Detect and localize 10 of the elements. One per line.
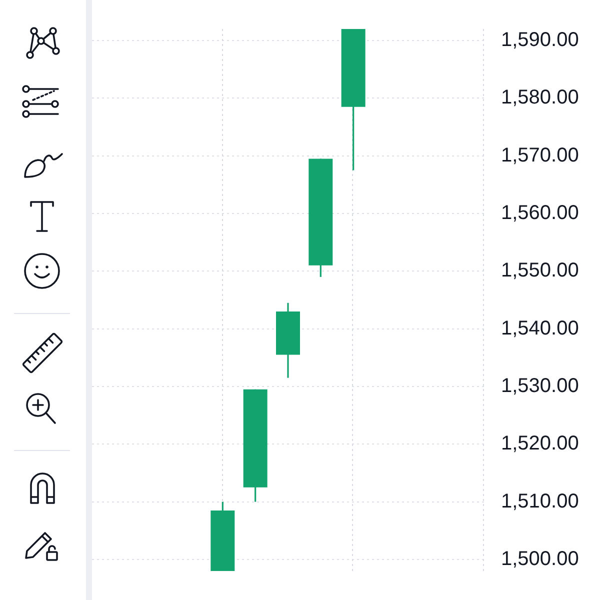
y-tick-label: 1,570.00 (501, 144, 579, 166)
y-tick-label: 1,520.00 (501, 432, 579, 455)
y-tick-label: 1,500.00 (501, 548, 579, 570)
y-tick-label: 1,560.00 (501, 202, 579, 224)
y-tick-label: 1,590.00 (501, 29, 579, 52)
y-tick-label: 1,540.00 (501, 317, 579, 340)
y-tick-label: 1,530.00 (501, 375, 579, 398)
y-tick-label: 1,580.00 (501, 86, 579, 109)
y-tick-label: 1,550.00 (501, 260, 579, 282)
y-tick-label: 1,510.00 (501, 490, 579, 512)
